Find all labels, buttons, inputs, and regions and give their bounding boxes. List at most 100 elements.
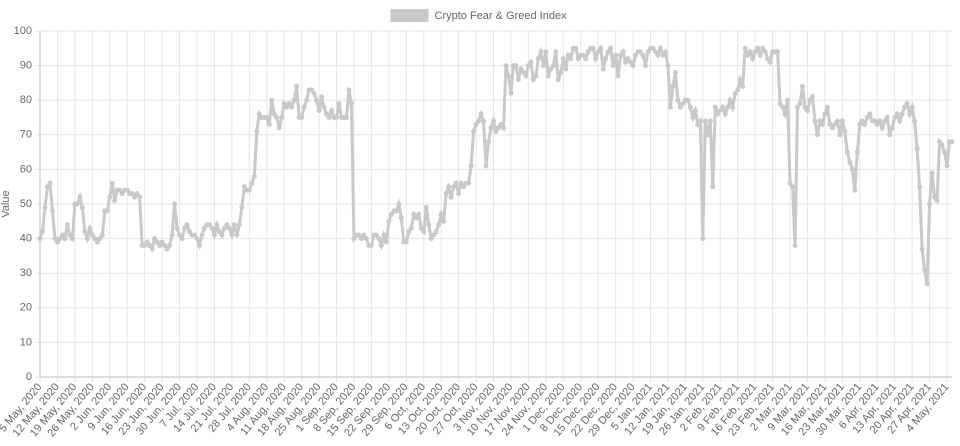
data-point — [269, 97, 275, 103]
data-point — [239, 204, 245, 210]
data-point — [787, 180, 793, 186]
data-point — [321, 104, 327, 110]
data-point — [894, 111, 900, 117]
series-line — [38, 43, 952, 284]
data-point — [476, 118, 482, 124]
data-point — [600, 66, 606, 72]
data-point — [129, 191, 135, 197]
data-point — [57, 236, 63, 242]
data-point — [745, 52, 751, 58]
data-point — [443, 191, 449, 197]
data-point — [757, 52, 763, 58]
data-point — [458, 180, 464, 186]
data-point — [927, 201, 933, 207]
data-point — [174, 225, 180, 231]
data-point — [39, 229, 45, 235]
data-point — [433, 229, 439, 235]
data-point — [169, 232, 175, 238]
data-point — [752, 49, 758, 55]
data-point — [750, 56, 756, 62]
data-point — [144, 239, 150, 245]
data-point — [844, 149, 850, 155]
data-point — [47, 180, 53, 186]
y-tick-label: 30 — [20, 267, 32, 279]
data-point — [603, 56, 609, 62]
data-point — [827, 121, 833, 127]
data-point — [408, 225, 414, 231]
data-point — [540, 63, 546, 69]
data-point — [839, 118, 845, 124]
data-point — [211, 232, 217, 238]
data-point — [785, 97, 791, 103]
data-point — [468, 163, 474, 169]
y-tick-label: 90 — [20, 60, 32, 72]
data-point — [513, 63, 519, 69]
legend-label: Crypto Fear & Greed Index — [435, 10, 568, 22]
data-point — [324, 111, 330, 117]
data-point — [256, 111, 262, 117]
data-point — [722, 111, 728, 117]
data-point — [949, 139, 955, 145]
data-point — [842, 128, 848, 134]
data-point — [762, 49, 768, 55]
data-point — [451, 184, 457, 190]
data-point — [191, 232, 197, 238]
data-point — [478, 111, 484, 117]
data-point — [77, 194, 83, 200]
data-point — [119, 191, 125, 197]
data-point — [543, 49, 549, 55]
data-point — [383, 239, 389, 245]
data-point — [553, 49, 559, 55]
data-point — [69, 236, 75, 242]
y-tick-label: 40 — [20, 233, 32, 245]
y-tick-label: 80 — [20, 94, 32, 106]
y-axis-title: Value — [0, 190, 12, 217]
y-tick-label: 10 — [20, 336, 32, 348]
data-point — [882, 118, 888, 124]
data-point — [832, 121, 838, 127]
data-point — [630, 63, 636, 69]
data-point — [184, 222, 190, 228]
data-point — [336, 101, 342, 107]
data-point — [620, 49, 626, 55]
data-point — [167, 243, 173, 249]
data-point — [580, 52, 586, 58]
data-point — [555, 76, 561, 82]
data-point — [177, 232, 183, 238]
data-point — [919, 246, 925, 252]
data-point — [117, 187, 123, 193]
data-point — [867, 111, 873, 117]
data-point — [515, 76, 521, 82]
data-point — [346, 87, 352, 93]
data-point — [358, 236, 364, 242]
data-point — [209, 225, 215, 231]
data-point — [909, 104, 915, 110]
data-point — [702, 118, 708, 124]
data-point — [732, 90, 738, 96]
data-point — [37, 236, 43, 242]
data-point — [284, 104, 290, 110]
data-point — [97, 236, 103, 242]
data-point — [508, 90, 514, 96]
data-point — [829, 125, 835, 131]
y-tick-label: 70 — [20, 129, 32, 141]
data-point — [780, 104, 786, 110]
data-point — [937, 139, 943, 145]
data-point — [279, 115, 285, 120]
legend-swatch — [390, 9, 429, 22]
data-point — [219, 232, 225, 238]
data-point — [904, 101, 910, 107]
data-point — [657, 45, 663, 51]
data-point — [64, 222, 70, 228]
data-point — [944, 163, 950, 169]
data-point — [807, 97, 813, 103]
data-point — [486, 139, 492, 145]
data-point — [182, 225, 188, 231]
data-point — [187, 229, 193, 235]
data-point — [677, 104, 683, 110]
data-point — [473, 121, 479, 127]
y-tick-label: 100 — [14, 25, 32, 37]
data-point — [710, 184, 716, 190]
data-point — [735, 87, 741, 93]
data-point — [854, 149, 860, 155]
